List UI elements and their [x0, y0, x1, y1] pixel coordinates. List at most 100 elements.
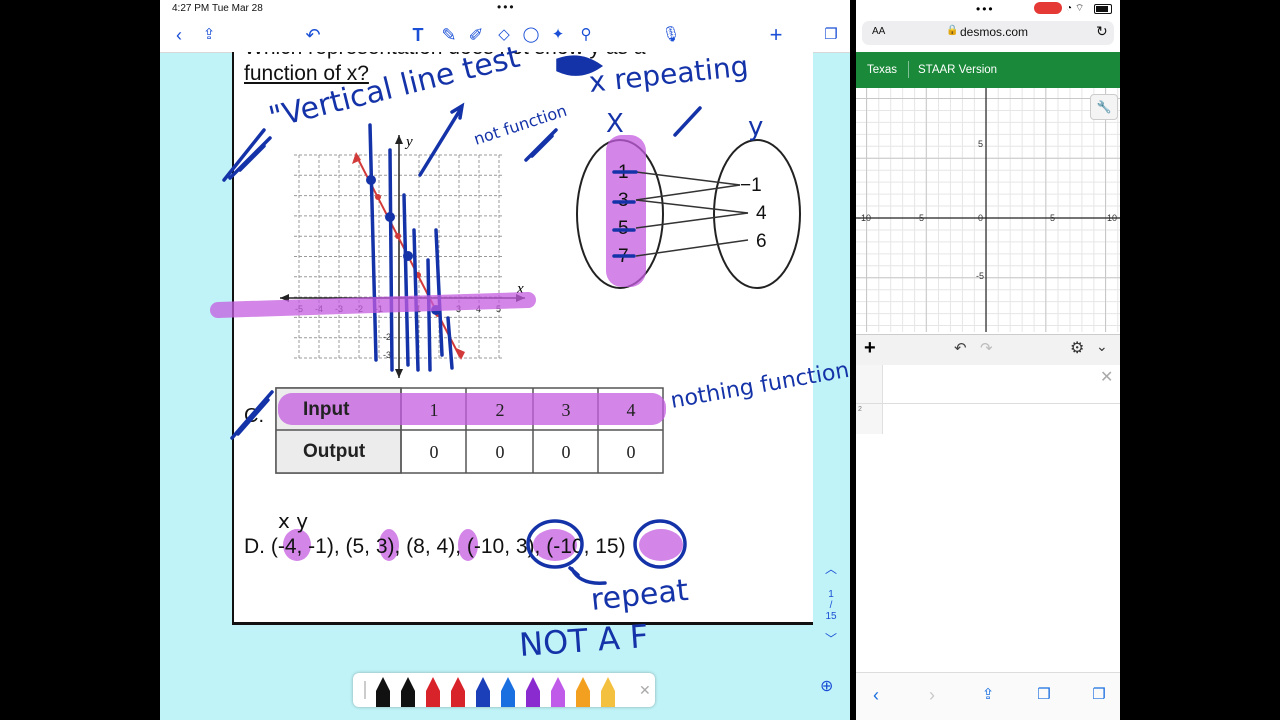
dx-tick-neg5: -5 — [916, 213, 924, 223]
zoom-icon[interactable]: ⊕ — [820, 678, 834, 695]
reload-icon[interactable]: ↻ — [1096, 23, 1108, 39]
map-y-6: 6 — [756, 231, 767, 252]
table-input-3: 3 — [562, 400, 571, 420]
redo-expression-icon[interactable]: ↷ — [980, 340, 993, 357]
table-output-3: 0 — [562, 442, 571, 462]
share-icon[interactable]: ⇪ — [202, 26, 216, 43]
url-bar[interactable]: AA 🔒 desmos.com ↻ — [862, 21, 1114, 45]
desmos-graph[interactable]: -10 -5 0 5 10 5 -5 🔧 — [856, 74, 1120, 362]
page-separator: / — [829, 600, 833, 611]
chevron-left-icon[interactable]: ‹ — [176, 25, 182, 45]
map-y-neg1: −1 — [740, 175, 762, 196]
settings-gear-icon[interactable]: ⚙ — [1070, 340, 1085, 357]
arrow-to-y — [673, 106, 702, 137]
wrench-icon[interactable]: 🔧 — [1090, 94, 1118, 120]
desmos-graph-canvas: -10 -5 0 5 10 5 -5 — [856, 74, 1120, 362]
tab-texas[interactable]: Texas — [867, 64, 898, 76]
note-content-drawing: x y -5-4-3-2-112345 -2 -3 1 3 5 7 −1 — [210, 40, 850, 664]
split-view-divider[interactable] — [850, 0, 856, 720]
bookmarks-icon[interactable]: ❒ — [1037, 686, 1051, 703]
hw-nothing-function: nothing function — [669, 358, 850, 414]
reader-aa-button[interactable]: AA — [872, 26, 886, 37]
safari-multitask-dots-icon[interactable]: ••• — [976, 2, 995, 16]
tabs-icon[interactable]: ❐ — [1092, 686, 1106, 703]
expression-row-2[interactable]: 2 — [856, 404, 1120, 434]
page-down-icon[interactable]: ﹀ — [824, 632, 837, 646]
repeat-circle-2 — [633, 519, 687, 569]
tab-staar[interactable]: STAAR Version — [918, 64, 998, 76]
battery-icon — [1094, 4, 1112, 14]
repeat-circle-1 — [526, 519, 584, 569]
x-tick-label: 5 — [496, 304, 501, 314]
graph-y-label: y — [404, 134, 413, 150]
pen-tray-pens: ✕ — [364, 677, 651, 707]
forward-icon[interactable]: › — [929, 685, 935, 705]
safari-bottom-bar: ‹ › ⇪ ❒ ❐ — [856, 672, 1120, 720]
note-page[interactable] — [232, 52, 813, 624]
mapping-diagram: 1 3 5 7 −1 4 6 — [576, 135, 801, 289]
handwriting-ink — [210, 55, 702, 585]
pen-swatch — [576, 677, 590, 707]
page-bottom-border — [232, 622, 813, 625]
undo-expression-icon[interactable]: ↶ — [954, 340, 967, 357]
lasso-icon[interactable]: ◯ — [522, 26, 540, 43]
table-input-1: 1 — [430, 400, 439, 420]
option-d-text: D. (-4, -1), (5, 3), (8, 4), (-10, 3), (… — [244, 535, 626, 558]
back-icon[interactable]: ‹ — [873, 685, 879, 705]
delete-expression-icon[interactable]: ✕ — [1100, 369, 1114, 386]
dy-tick-neg5: -5 — [976, 271, 984, 281]
pen-swatch — [476, 677, 490, 707]
collapse-list-icon[interactable]: ⌄ — [1096, 338, 1108, 354]
table-output-1: 0 — [430, 442, 439, 462]
add-expression-icon[interactable]: + — [864, 337, 876, 359]
page-up-icon[interactable]: ︿ — [824, 562, 837, 576]
pen-swatch — [601, 677, 615, 707]
url-text: desmos.com — [960, 25, 1029, 39]
pen-swatch — [551, 677, 565, 707]
scribble-a — [222, 128, 272, 182]
page-total: 15 — [825, 611, 837, 622]
pen-swatch — [501, 677, 515, 707]
close-tray-icon: ✕ — [639, 682, 651, 698]
record-indicator-icon[interactable] — [1034, 2, 1062, 14]
expression-list[interactable]: 1 ✕ 2 — [856, 365, 1120, 665]
status-bar: 4:27 PM Tue Mar 28 ••• — [160, 0, 850, 18]
expression-row-1[interactable]: 1 ✕ — [856, 365, 1120, 404]
mic-icon[interactable]: 🎙 — [661, 26, 681, 43]
add-icon[interactable]: + — [769, 22, 783, 47]
table-input-4: 4 — [627, 400, 636, 420]
io-table: Input Output 1 2 3 4 0 0 0 0 C. — [244, 387, 666, 474]
page-indicator[interactable]: ︿ 1 / 15 ﹀ — [820, 560, 842, 650]
undo-icon[interactable]: ↶ — [305, 25, 321, 45]
pen-swatch — [451, 677, 465, 707]
hand-icon[interactable]: ⚲ — [580, 26, 592, 43]
graph-x-label: x — [516, 281, 524, 297]
hw-xy-over-d: x y — [278, 509, 308, 533]
pen-icon[interactable]: ✎ — [441, 25, 457, 45]
multitask-dots-icon[interactable]: ••• — [497, 0, 516, 14]
shapes-icon[interactable]: ✦ — [551, 26, 565, 43]
safari-window: ◔ ⌔ ••• AA 🔒 desmos.com ↻ Texas STAAR Ve… — [856, 0, 1120, 720]
hw-x-letter: X — [606, 109, 624, 139]
y-tick-neg3: -3 — [383, 350, 391, 360]
range-oval — [713, 139, 801, 289]
text-icon[interactable]: T — [412, 25, 424, 45]
pen-swatch — [401, 677, 415, 707]
share-icon[interactable]: ⇪ — [981, 686, 995, 703]
table-input-2: 2 — [496, 400, 505, 420]
pages-icon[interactable]: ❐ — [824, 26, 838, 43]
safari-status: ◔ ⌔ — [856, 0, 1120, 18]
hw-y-letter: y — [748, 112, 763, 142]
status-time: 4:27 PM — [172, 3, 210, 14]
wifi-icon: ◔ ⌔ — [1066, 3, 1085, 14]
pen-swatch — [526, 677, 540, 707]
question-line-2: function of x? — [244, 62, 369, 85]
highlighter-icon[interactable]: ✐ — [468, 25, 484, 45]
hw-not-a-f: NOT A F — [518, 617, 650, 664]
expression-index: 2 — [858, 406, 862, 413]
expression-gutter — [856, 365, 883, 403]
hw-x-repeating: x repeating — [587, 49, 750, 99]
pen-swatch — [426, 677, 440, 707]
eraser-icon[interactable]: ◇ — [498, 26, 510, 43]
scribble-top — [556, 55, 604, 76]
